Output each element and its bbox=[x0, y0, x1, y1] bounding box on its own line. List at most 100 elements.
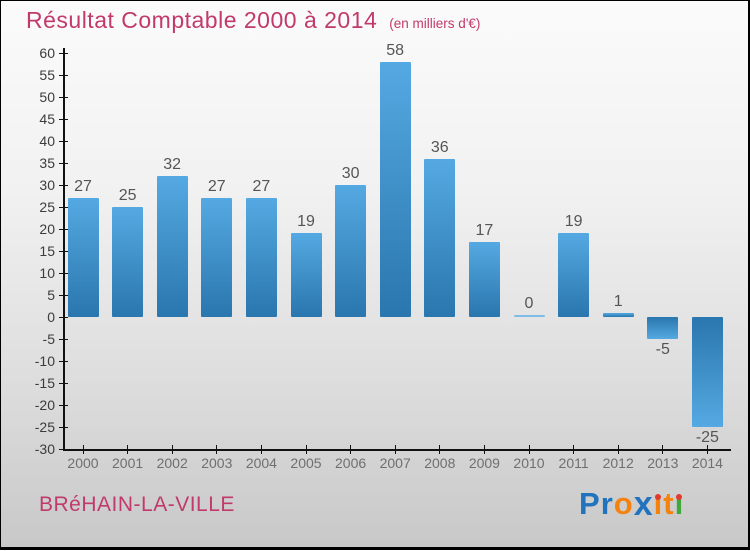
year-label: 2005 bbox=[290, 455, 322, 471]
y-tick-label: 60 bbox=[39, 45, 55, 61]
bar-value-label: 25 bbox=[118, 187, 137, 204]
x-tick bbox=[216, 445, 218, 454]
bar-2002 bbox=[156, 176, 188, 317]
x-tick bbox=[573, 445, 575, 454]
bar-value-label: 36 bbox=[430, 138, 449, 156]
y-tick-label: 50 bbox=[39, 89, 55, 105]
x-tick bbox=[305, 445, 307, 454]
y-tick-label: -25 bbox=[34, 419, 55, 435]
bar-value-label: -5 bbox=[655, 341, 670, 358]
year-label: 2003 bbox=[201, 455, 233, 471]
place-name: BRéHAIN-LA-VILLE bbox=[39, 493, 235, 516]
y-tick bbox=[59, 272, 68, 274]
bar-2008 bbox=[424, 158, 456, 317]
y-tick bbox=[59, 74, 68, 76]
year-label: 2012 bbox=[602, 455, 634, 471]
x-tick bbox=[171, 445, 173, 454]
logo-letter-i: ı bbox=[674, 486, 685, 521]
year-label: 2000 bbox=[67, 455, 99, 471]
bar-2001 bbox=[112, 207, 144, 317]
y-tick-label: 15 bbox=[39, 243, 55, 259]
x-tick bbox=[127, 445, 129, 454]
y-tick-label: -15 bbox=[34, 375, 55, 391]
logo-letter-dot bbox=[676, 494, 683, 500]
bar-value-label: 0 bbox=[524, 295, 534, 312]
y-tick-label: 0 bbox=[47, 309, 55, 325]
bar-value-label: 27 bbox=[74, 178, 92, 196]
year-label: 2011 bbox=[558, 455, 589, 471]
logo-letter-r: r bbox=[600, 486, 614, 521]
chart-header: Résultat Comptable 2000 à 2014 (en milli… bbox=[26, 7, 480, 34]
year-label: 2006 bbox=[335, 455, 367, 471]
year-label: 2004 bbox=[245, 455, 277, 471]
x-tick bbox=[662, 445, 664, 454]
y-tick bbox=[59, 228, 68, 230]
year-label: 2001 bbox=[112, 455, 144, 471]
y-tick bbox=[59, 52, 68, 54]
year-label: 2007 bbox=[379, 455, 411, 471]
x-tick bbox=[706, 445, 708, 454]
y-tick-label: 35 bbox=[39, 155, 55, 171]
logo-letter-x: x bbox=[633, 485, 654, 523]
bar-value-label: 17 bbox=[475, 222, 494, 240]
x-axis-line bbox=[63, 449, 731, 451]
x-tick bbox=[483, 445, 485, 454]
logo-letter-t: t bbox=[663, 486, 675, 521]
y-tick bbox=[59, 426, 68, 428]
y-tick bbox=[59, 162, 68, 164]
bar-value-label: 1 bbox=[613, 292, 623, 310]
bar-2011 bbox=[558, 233, 590, 317]
bar-value-label: 30 bbox=[341, 165, 360, 182]
y-tick-label: 45 bbox=[39, 111, 55, 127]
y-tick-label: -30 bbox=[34, 441, 55, 457]
y-tick-label: 10 bbox=[39, 265, 55, 281]
bar-value-label: 19 bbox=[297, 213, 315, 231]
year-label: 2010 bbox=[513, 455, 545, 471]
x-tick bbox=[350, 445, 352, 454]
y-tick bbox=[59, 448, 68, 450]
y-tick bbox=[59, 140, 68, 142]
y-tick bbox=[59, 316, 68, 318]
y-tick-label: 5 bbox=[47, 287, 55, 303]
y-tick bbox=[59, 294, 68, 296]
y-tick bbox=[59, 250, 68, 252]
y-tick-label: 20 bbox=[39, 221, 55, 237]
bar-2003 bbox=[201, 198, 233, 317]
y-tick-label: -10 bbox=[34, 353, 55, 369]
y-tick bbox=[59, 96, 68, 98]
x-tick bbox=[528, 445, 530, 454]
y-tick bbox=[59, 404, 68, 406]
y-tick bbox=[59, 118, 68, 120]
bar-2009 bbox=[468, 242, 500, 317]
bar-2013 bbox=[647, 317, 679, 339]
bar-value-label: -25 bbox=[695, 429, 719, 446]
y-tick-label: 25 bbox=[39, 199, 55, 215]
bar-2014 bbox=[691, 317, 723, 427]
year-label: 2014 bbox=[691, 455, 723, 471]
logo-letter-o: o bbox=[613, 486, 634, 521]
chart-title: Résultat Comptable 2000 à 2014 bbox=[26, 7, 378, 33]
y-tick-label: -5 bbox=[42, 331, 55, 347]
bar-value-label: 19 bbox=[564, 213, 583, 231]
year-label: 2008 bbox=[424, 455, 456, 471]
logo-letter-dot bbox=[655, 494, 662, 500]
x-tick bbox=[439, 445, 441, 454]
x-tick bbox=[617, 445, 619, 454]
y-axis-line bbox=[63, 48, 65, 450]
bar-value-label: 27 bbox=[207, 178, 226, 196]
bar-2012 bbox=[602, 312, 634, 317]
bar-value-label: 58 bbox=[386, 41, 405, 59]
y-tick bbox=[59, 338, 68, 340]
chart-subtitle: (en milliers d'€) bbox=[389, 16, 481, 31]
y-tick-label: 40 bbox=[39, 133, 55, 149]
logo-letter-i: ı bbox=[653, 486, 664, 521]
y-tick-label: 55 bbox=[39, 67, 55, 83]
y-tick bbox=[59, 360, 68, 362]
bar-2006 bbox=[335, 185, 367, 317]
bar-2010 bbox=[513, 315, 545, 317]
year-label: 2013 bbox=[647, 455, 679, 471]
bar-2004 bbox=[245, 198, 277, 317]
